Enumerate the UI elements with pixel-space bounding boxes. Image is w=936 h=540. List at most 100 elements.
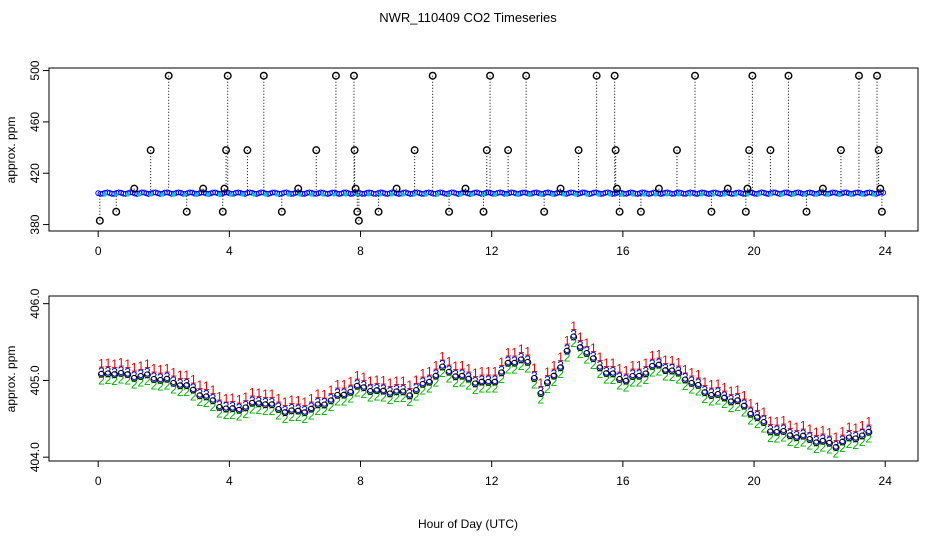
series-3-point: 3 [439, 358, 446, 372]
hourly-mean-point [727, 398, 735, 406]
series-1-point: 1 [557, 350, 564, 364]
hourly-mean-point [570, 333, 578, 341]
series-3-point: 3 [708, 386, 715, 400]
baseline-point-cyan [355, 192, 360, 197]
series-1-point: 1 [629, 359, 636, 373]
series-1-point: 1 [492, 364, 499, 378]
x-axis-label: Hour of Day (UTC) [418, 517, 518, 531]
spike-point [294, 184, 303, 193]
spike-point [636, 207, 645, 216]
series-1-point: 1 [137, 359, 144, 373]
hourly-mean-point [478, 378, 486, 386]
baseline-point-cyan [228, 192, 233, 197]
hourly-mean-point [412, 387, 420, 395]
spike-point [876, 184, 885, 193]
series-3-point: 3 [820, 432, 827, 446]
series-2-point: 2 [328, 400, 335, 414]
spike-point [836, 146, 845, 155]
series-3-point: 3 [183, 376, 190, 390]
series-3-point: 3 [806, 430, 813, 444]
baseline-point-cyan [102, 192, 107, 197]
series-2-point: 2 [262, 404, 269, 418]
series-2-point: 2 [216, 407, 223, 421]
hourly-mean-point [734, 397, 742, 405]
hourly-mean-point [360, 384, 368, 392]
baseline-point-cyan [619, 192, 624, 197]
baseline-point-cyan [125, 192, 130, 197]
series-3-point: 3 [583, 344, 590, 358]
series-1-point: 1 [839, 424, 846, 438]
hourly-mean-point [150, 375, 158, 383]
hourly-mean-point [557, 364, 565, 372]
series-3-point: 3 [787, 426, 794, 440]
hourly-mean-point [537, 390, 545, 398]
series-2-point: 2 [767, 431, 774, 445]
series-1-point: 1 [793, 420, 800, 434]
baseline-point-cyan [286, 192, 291, 197]
series-3-point: 3 [675, 364, 682, 378]
hourly-mean-point [268, 401, 276, 409]
p0-ytick-label: 420 [28, 163, 42, 183]
series-2-point: 2 [197, 395, 204, 409]
series-1-point: 1 [380, 373, 387, 387]
spike-point [707, 207, 716, 216]
series-2-point: 2 [229, 408, 236, 422]
series-1-point: 1 [551, 358, 558, 372]
series-3-point: 3 [852, 430, 859, 444]
series-3-point: 3 [406, 387, 413, 401]
baseline-point-cyan [550, 192, 555, 197]
series-3-point: 3 [551, 367, 558, 381]
series-3-point: 3 [210, 392, 217, 406]
series-3-point: 3 [190, 381, 197, 395]
series-3-point: 3 [275, 400, 282, 414]
series-1-point: 1 [806, 422, 813, 436]
series-2-point: 2 [203, 396, 210, 410]
series-1-point: 1 [649, 349, 656, 363]
series-2-point: 2 [308, 408, 315, 422]
series-1-point: 1 [616, 362, 623, 376]
baseline-point-cyan [596, 192, 601, 197]
hourly-mean-point [458, 372, 466, 380]
spike-point [592, 71, 601, 80]
baseline-point-cyan [389, 192, 394, 197]
series-3-point: 3 [177, 376, 184, 390]
series-1-point: 1 [210, 383, 217, 397]
series-2-point: 2 [820, 440, 827, 454]
spike-point [784, 71, 793, 80]
series-2-point: 2 [715, 394, 722, 408]
series-2-point: 2 [157, 380, 164, 394]
spike-point [182, 207, 191, 216]
series-2-point: 2 [321, 404, 328, 418]
spike-point [745, 146, 754, 155]
hourly-mean-point [255, 400, 263, 408]
series-3-point: 3 [826, 434, 833, 448]
hourly-mean-point [550, 372, 558, 380]
baseline-point-cyan [424, 192, 429, 197]
series-1-point: 1 [328, 383, 335, 397]
p1-ytick-label: 406.0 [28, 288, 42, 318]
hourly-mean-point [688, 379, 696, 387]
series-3-point: 3 [492, 373, 499, 387]
spike-point [504, 146, 513, 155]
baseline-point-cyan [711, 192, 716, 197]
baseline-point-cyan [515, 192, 520, 197]
series-2-point: 2 [459, 375, 466, 389]
spike-point [482, 146, 491, 155]
series-3-point: 3 [105, 365, 112, 379]
hourly-mean-point [589, 355, 597, 363]
spike-point [312, 146, 321, 155]
series-1-point: 1 [203, 379, 210, 393]
series-1-point: 1 [315, 387, 322, 401]
baseline-point-cyan [814, 192, 819, 197]
series-2-point: 2 [301, 412, 308, 426]
series-3-point: 3 [151, 370, 158, 384]
spike-point [479, 207, 488, 216]
series-1-point: 1 [518, 342, 525, 356]
baseline-point-cyan [745, 192, 750, 197]
series-1-point: 1 [367, 374, 374, 388]
series-1-point: 1 [360, 370, 367, 384]
hourly-mean-point [681, 376, 689, 384]
series-1-point: 1 [780, 414, 787, 428]
series-3-point: 3 [734, 391, 741, 405]
